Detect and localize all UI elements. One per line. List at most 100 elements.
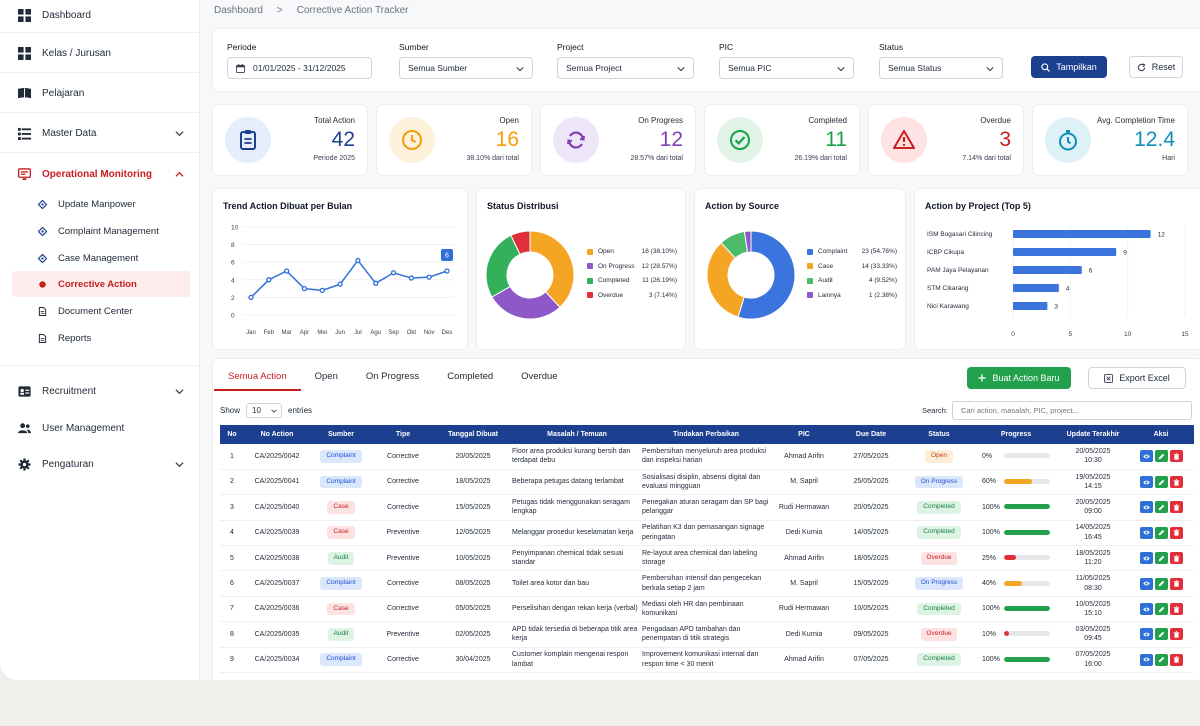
- trend-point[interactable]: [408, 275, 415, 281]
- stat-card[interactable]: Overdue 3 7.14% dari total: [868, 104, 1024, 176]
- delete-button[interactable]: [1169, 628, 1183, 641]
- sidebar-subitem-corrective-action[interactable]: Corrective Action: [12, 271, 190, 297]
- sidebar-item-pengaturan[interactable]: Pengaturan: [18, 458, 190, 471]
- tab-completed[interactable]: Completed: [447, 371, 494, 382]
- progress-text: 10%: [982, 630, 997, 638]
- table-row[interactable]: 6 CA/2025/0037 Complaint Corrective 08/05/20…: [220, 570, 1194, 597]
- trend-point[interactable]: [319, 287, 325, 294]
- breadcrumb-home[interactable]: Dashboard: [214, 5, 263, 16]
- edit-button[interactable]: [1154, 552, 1168, 565]
- entries-select[interactable]: 10: [246, 403, 283, 418]
- tab-open[interactable]: Open: [314, 371, 338, 382]
- trend-point[interactable]: [444, 268, 450, 274]
- view-button[interactable]: [1139, 653, 1153, 666]
- sidebar-item-pelajaran[interactable]: Pelajaran: [18, 87, 190, 100]
- sidebar-subitem-update-manpower[interactable]: Update Manpower: [38, 191, 190, 217]
- table-row[interactable]: 2 CA/2025/0041 Complaint Corrective 18/05/20…: [220, 469, 1194, 496]
- project-bar[interactable]: [1013, 302, 1048, 310]
- buat-action-baru-button[interactable]: Buat Action Baru: [967, 367, 1071, 389]
- export-excel-button[interactable]: Export Excel: [1088, 367, 1186, 389]
- view-button[interactable]: [1139, 577, 1153, 590]
- sidebar-item-master-data[interactable]: Master Data: [18, 127, 190, 140]
- status-select[interactable]: Semua Status: [879, 57, 1003, 79]
- reset-button[interactable]: Reset: [1129, 56, 1183, 78]
- view-button[interactable]: [1139, 450, 1153, 463]
- cell-tipe: Preventive: [372, 520, 434, 547]
- edit-button[interactable]: [1154, 501, 1168, 514]
- sidebar-item-user-management[interactable]: User Management: [18, 422, 190, 435]
- delete-button[interactable]: [1169, 577, 1183, 590]
- periode-date-input[interactable]: 01/01/2025 - 31/12/2025: [227, 57, 372, 79]
- tampilkan-button[interactable]: Tampilkan: [1031, 56, 1107, 78]
- view-button[interactable]: [1139, 603, 1153, 616]
- view-button[interactable]: [1139, 552, 1153, 565]
- trend-point[interactable]: [248, 294, 254, 301]
- view-button[interactable]: [1139, 476, 1153, 489]
- delete-button[interactable]: [1169, 501, 1183, 514]
- sidebar-item-recruitment[interactable]: Recruitment: [18, 385, 190, 398]
- table-row[interactable]: 4 CA/2025/0039 Case Preventive 12/05/2025 Mel…: [220, 520, 1194, 547]
- cell-no: 6: [220, 570, 244, 597]
- project-bar[interactable]: [1013, 266, 1082, 274]
- project-select[interactable]: Semua Project: [557, 57, 694, 79]
- edit-button[interactable]: [1154, 476, 1168, 489]
- trend-point[interactable]: [390, 270, 397, 276]
- trend-point[interactable]: [283, 268, 290, 274]
- table-row[interactable]: 1 CA/2025/0042 Complaint Corrective 20/05/20…: [220, 444, 1194, 470]
- table-header-cell: Tipe: [372, 425, 434, 444]
- project-bar[interactable]: [1013, 284, 1059, 292]
- table-row[interactable]: 3 CA/2025/0040 Case Corrective 15/05/2025 Pet…: [220, 494, 1194, 521]
- table-row[interactable]: 7 CA/2025/0036 Case Corrective 05/05/2025 Per…: [220, 596, 1194, 623]
- trend-point[interactable]: [266, 277, 272, 283]
- sidebar-subitem-case-management[interactable]: Case Management: [38, 245, 190, 271]
- view-button[interactable]: [1139, 526, 1153, 539]
- delete-button[interactable]: [1169, 603, 1183, 616]
- project-bar[interactable]: [1013, 230, 1151, 238]
- donut-slice[interactable]: [737, 230, 796, 320]
- edit-button[interactable]: [1154, 603, 1168, 616]
- sidebar-subitem-document-center[interactable]: Document Center: [38, 298, 190, 324]
- donut-slice[interactable]: [529, 230, 575, 308]
- delete-button[interactable]: [1169, 450, 1183, 463]
- trend-point[interactable]: [301, 285, 308, 292]
- sidebar-item-operational-monitoring[interactable]: Operational Monitoring: [18, 168, 190, 181]
- view-button[interactable]: [1139, 501, 1153, 514]
- edit-button[interactable]: [1154, 526, 1168, 539]
- trend-point[interactable]: [426, 274, 432, 280]
- table-row[interactable]: 8 CA/2025/0035 Audit Preventive 02/05/2025 AP…: [220, 621, 1194, 648]
- donut-slice[interactable]: [510, 230, 531, 255]
- stat-card[interactable]: Open 16 38.10% dari total: [376, 104, 532, 176]
- view-button[interactable]: [1139, 628, 1153, 641]
- table-row[interactable]: 5 CA/2025/0038 Audit Preventive 10/05/2025 Pe…: [220, 545, 1194, 572]
- table-header-cell: Update Terakhir: [1058, 425, 1128, 444]
- trend-point[interactable]: [373, 280, 379, 286]
- stat-card[interactable]: Completed 11 26.19% dari total: [704, 104, 860, 176]
- edit-button[interactable]: [1154, 653, 1168, 666]
- stat-card[interactable]: Avg. Completion Time 12.4 Hari: [1032, 104, 1188, 176]
- trend-point[interactable]: [337, 281, 343, 287]
- delete-button[interactable]: [1169, 653, 1183, 666]
- edit-button[interactable]: [1154, 577, 1168, 590]
- project-bar[interactable]: [1013, 248, 1117, 256]
- progress-fill: [1004, 555, 1016, 561]
- stat-card[interactable]: Total Action 42 Periode 2025: [212, 104, 368, 176]
- trend-point[interactable]: [355, 257, 361, 264]
- delete-button[interactable]: [1169, 526, 1183, 539]
- table-search-input[interactable]: [952, 401, 1192, 420]
- edit-button[interactable]: [1154, 628, 1168, 641]
- sidebar-item-kelas[interactable]: Kelas / Jurusan: [18, 47, 190, 60]
- table-row[interactable]: 9 CA/2025/0034 Complaint Corrective 30/04/20…: [220, 647, 1194, 674]
- stat-card[interactable]: On Progress 12 28.57% dari total: [540, 104, 696, 176]
- edit-button[interactable]: [1154, 450, 1168, 463]
- pic-select[interactable]: Semua PIC: [719, 57, 854, 79]
- delete-button[interactable]: [1169, 552, 1183, 565]
- tab-semua-action[interactable]: Semua Action: [214, 371, 301, 391]
- donut-slice[interactable]: [743, 230, 752, 253]
- tab-overdue[interactable]: Overdue: [521, 371, 558, 382]
- delete-button[interactable]: [1169, 476, 1183, 489]
- sidebar-subitem-complaint-management[interactable]: Complaint Management: [38, 218, 190, 244]
- sumber-select[interactable]: Semua Sumber: [399, 57, 533, 79]
- tab-on-progress[interactable]: On Progress: [365, 371, 420, 382]
- sidebar-subitem-reports[interactable]: Reports: [38, 325, 190, 351]
- sidebar-item-dashboard[interactable]: Dashboard: [18, 9, 190, 22]
